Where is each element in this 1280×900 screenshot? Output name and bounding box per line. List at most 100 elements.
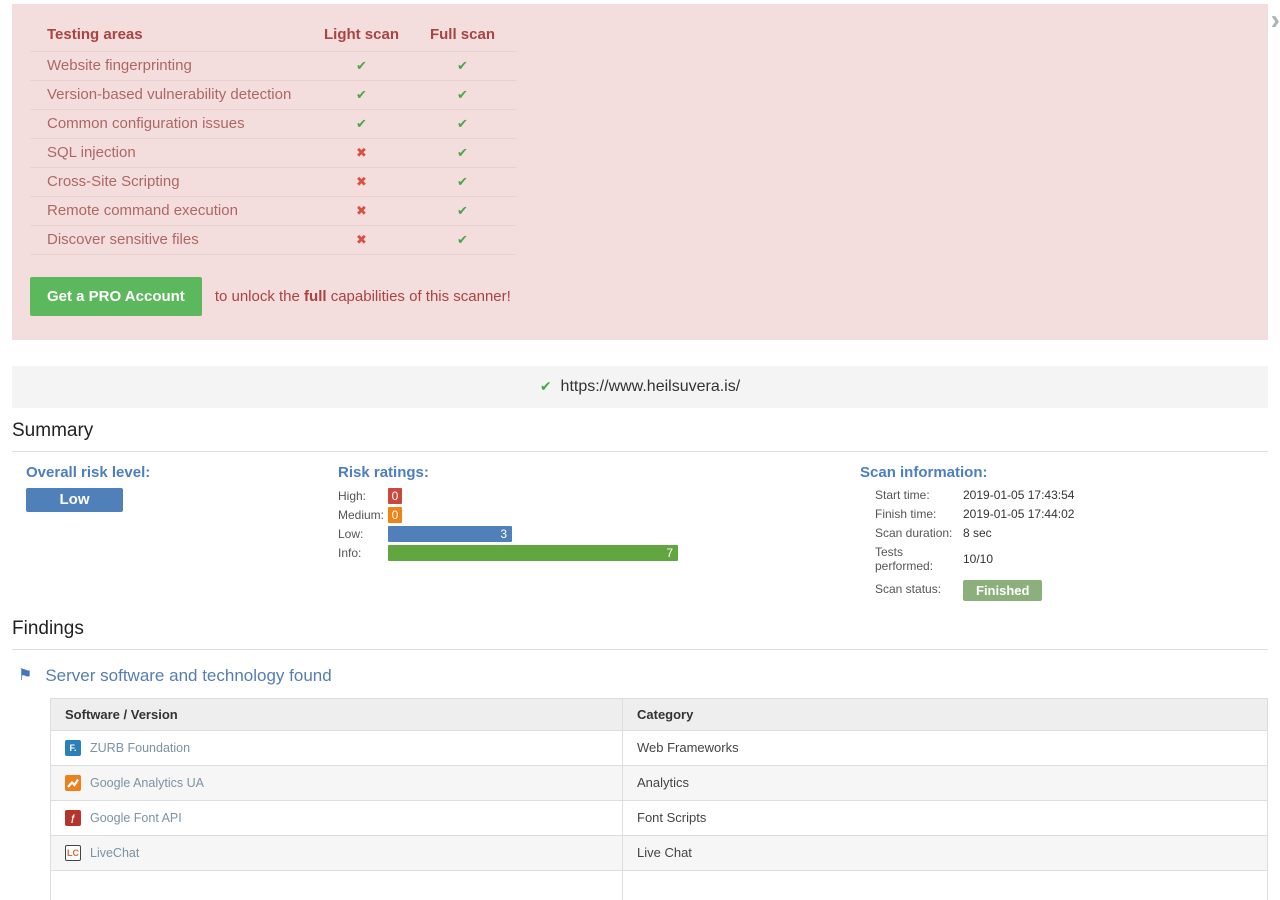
scan-capabilities-table: Testing areas Light scan Full scan Websi…: [30, 18, 516, 255]
check-icon: ✔: [457, 174, 468, 189]
testing-area-row: Website fingerprinting ✔ ✔: [30, 51, 516, 80]
risk-ratings-label: Risk ratings:: [338, 464, 860, 481]
scan-info-block: Scan information: Start time:2019-01-05 …: [860, 464, 1268, 606]
check-icon: ✔: [457, 87, 468, 102]
summary-section: Overall risk level: Low Risk ratings: Hi…: [12, 452, 1268, 606]
livechat-icon: LC: [65, 845, 81, 861]
testing-area-row: Cross-Site Scripting ✖ ✔: [30, 167, 516, 196]
risk-rating-row: Low:3: [338, 526, 860, 542]
cross-icon: ✖: [356, 203, 367, 218]
scan-info-key: Finish time:: [875, 507, 963, 521]
risk-rating-bar-info: 7: [388, 545, 678, 561]
scan-info-value: 2019-01-05 17:44:02: [963, 507, 1074, 521]
check-icon: ✔: [457, 232, 468, 247]
col-light-scan: Light scan: [314, 18, 409, 51]
technology-row: LC LiveChat Live Chat: [51, 835, 1268, 870]
technology-table: Software / Version Category F. ZURB Found…: [50, 698, 1268, 900]
testing-area-row: Common configuration issues ✔ ✔: [30, 109, 516, 138]
scan-info-key: Scan status:: [875, 582, 963, 596]
check-icon: ✔: [356, 116, 367, 131]
flag-icon: ⚑: [18, 668, 32, 684]
risk-rating-label: Medium:: [338, 508, 388, 522]
finding-section-link[interactable]: Server software and technology found: [45, 666, 331, 686]
testing-area-label: Discover sensitive files: [30, 225, 314, 254]
finding-section-header: ⚑ Server software and technology found: [12, 650, 1268, 698]
scan-info-row: Scan duration:8 sec: [875, 526, 1268, 540]
technology-row: Google Analytics UA Analytics: [51, 765, 1268, 800]
overall-risk-label: Overall risk level:: [26, 464, 338, 481]
capabilities-header-row: Testing areas Light scan Full scan: [30, 18, 516, 51]
technology-row: ƒ Google Font API Font Scripts: [51, 800, 1268, 835]
scan-info-row: Start time:2019-01-05 17:43:54: [875, 488, 1268, 502]
scan-info-row: Scan status:Finished: [875, 578, 1268, 601]
testing-area-row: Version-based vulnerability detection ✔ ✔: [30, 80, 516, 109]
risk-rating-bar-high: 0: [388, 488, 402, 504]
scan-info-value: 10/10: [963, 552, 993, 566]
check-icon: ✔: [540, 378, 552, 395]
summary-heading: Summary: [12, 420, 1268, 452]
software-link[interactable]: Google Font API: [90, 811, 182, 825]
col-software-version: Software / Version: [51, 698, 623, 730]
scan-info-row: Finish time:2019-01-05 17:44:02: [875, 507, 1268, 521]
category-value: Font Scripts: [623, 800, 1268, 835]
risk-rating-row: High:0: [338, 488, 860, 504]
risk-rating-label: High:: [338, 489, 388, 503]
google-analytics-icon: [65, 775, 81, 791]
risk-rating-label: Low:: [338, 527, 388, 541]
cta-row: Get a PRO Account to unlock the full cap…: [30, 277, 1250, 316]
testing-area-label: Remote command execution: [30, 196, 314, 225]
testing-area-label: Cross-Site Scripting: [30, 167, 314, 196]
scan-info-row: Tests performed:10/10: [875, 545, 1268, 573]
risk-rating-bar-medium: 0: [388, 507, 402, 523]
testing-area-label: Website fingerprinting: [30, 51, 314, 80]
cross-icon: ✖: [356, 145, 367, 160]
scan-target-bar: ✔ https://www.heilsuvera.is/: [12, 366, 1268, 408]
scan-status-badge: Finished: [963, 580, 1042, 601]
category-value: Analytics: [623, 765, 1268, 800]
scan-info-label: Scan information:: [860, 464, 1268, 481]
software-link[interactable]: Google Analytics UA: [90, 776, 204, 790]
pro-upsell-panel: Testing areas Light scan Full scan Websi…: [12, 4, 1268, 340]
cta-message-bold: full: [304, 288, 327, 305]
cta-message-pre: to unlock the: [215, 288, 300, 305]
category-value: Live Chat: [623, 835, 1268, 870]
check-icon: ✔: [457, 58, 468, 73]
overall-risk-badge: Low: [26, 488, 123, 512]
cross-icon: ✖: [356, 232, 367, 247]
testing-area-row: Remote command execution✖✔: [30, 196, 516, 225]
check-icon: ✔: [356, 58, 367, 73]
risk-rating-bar-low: 3: [388, 526, 512, 542]
get-pro-account-button[interactable]: Get a PRO Account: [30, 277, 202, 316]
cta-message-post: capabilities of this scanner!: [331, 288, 511, 305]
findings-heading: Findings: [12, 618, 1268, 650]
chevron-right-icon[interactable]: ›: [1271, 6, 1280, 34]
check-icon: ✔: [356, 87, 367, 102]
cta-message: to unlock the full capabilities of this …: [215, 288, 511, 305]
zurb-foundation-icon: F.: [65, 740, 81, 756]
scan-info-value: 2019-01-05 17:43:54: [963, 488, 1074, 502]
technology-row-partial: [51, 870, 1268, 900]
technology-header-row: Software / Version Category: [51, 698, 1268, 730]
testing-area-row: SQL injection✖✔: [30, 138, 516, 167]
software-link[interactable]: ZURB Foundation: [90, 741, 190, 755]
col-testing-areas: Testing areas: [30, 18, 314, 51]
software-link[interactable]: LiveChat: [90, 846, 139, 860]
risk-rating-row: Medium:0: [338, 507, 860, 523]
scan-info-key: Tests performed:: [875, 545, 963, 573]
testing-area-label: Common configuration issues: [30, 109, 314, 138]
testing-area-label: Version-based vulnerability detection: [30, 80, 314, 109]
check-icon: ✔: [457, 145, 468, 160]
risk-rating-row: Info:7: [338, 545, 860, 561]
risk-rating-label: Info:: [338, 546, 388, 560]
overall-risk-block: Overall risk level: Low: [26, 464, 338, 606]
cross-icon: ✖: [356, 174, 367, 189]
col-category: Category: [623, 698, 1268, 730]
scan-report-page: › Testing areas Light scan Full scan Web…: [0, 4, 1280, 900]
check-icon: ✔: [457, 116, 468, 131]
scan-info-key: Start time:: [875, 488, 963, 502]
google-font-api-icon: ƒ: [65, 810, 81, 826]
scan-info-value: 8 sec: [963, 526, 992, 540]
